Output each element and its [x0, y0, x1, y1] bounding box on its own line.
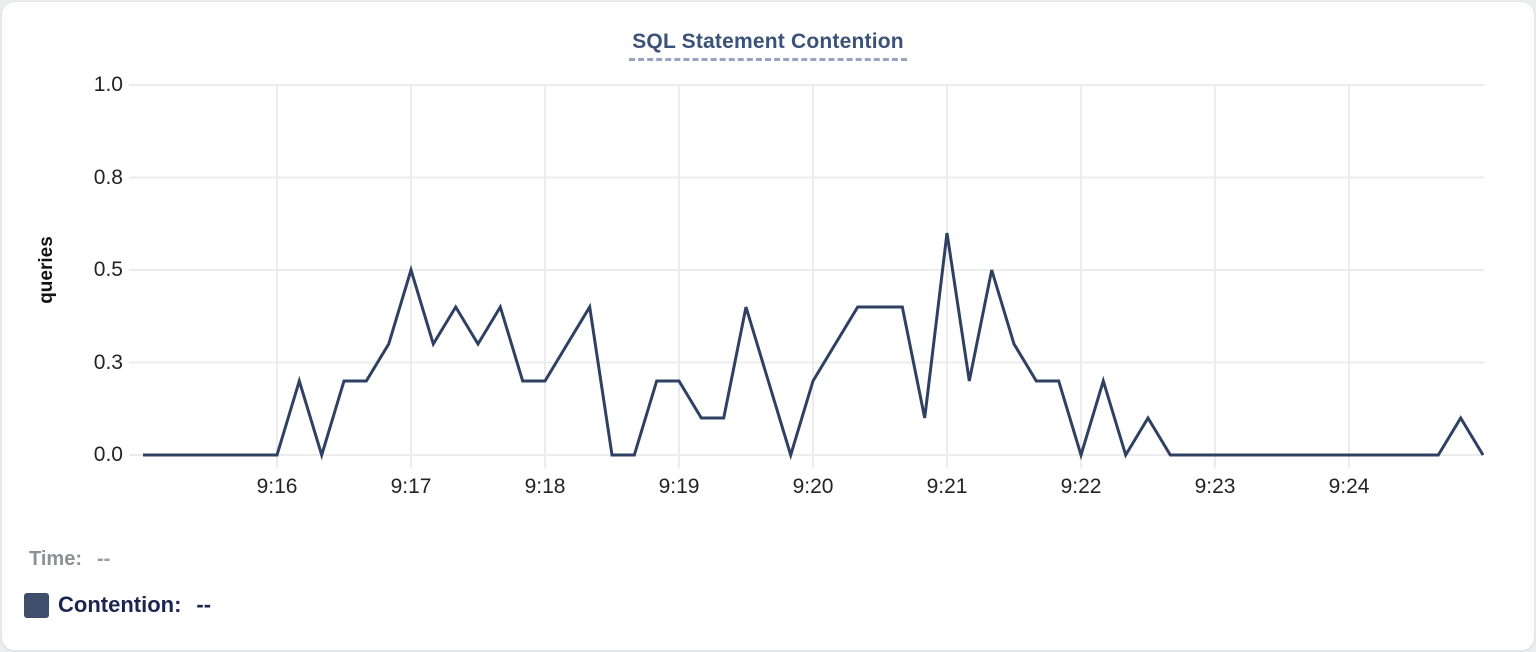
contention-series-swatch — [24, 592, 49, 618]
legend-time-row: Time: -- — [29, 546, 211, 572]
chart-legend: Time: -- Contention: -- — [24, 546, 211, 618]
panel-header: SQL Statement Contention — [2, 30, 1534, 61]
y-axis-tick-label: 0.8 — [93, 165, 123, 189]
x-axis-tick-label: 9:16 — [256, 475, 298, 498]
contention-line — [143, 232, 1485, 461]
panel-title[interactable]: SQL Statement Contention — [629, 30, 907, 61]
x-axis-tick-label: 9:18 — [524, 475, 566, 498]
x-axis-tick-label: 9:17 — [390, 475, 432, 498]
y-axis-tick-label: 0.3 — [93, 350, 123, 374]
x-axis-tick-label: 9:21 — [926, 475, 968, 498]
y-axis-tick-label: 0.5 — [93, 258, 123, 281]
x-axis-tick-label: 9:23 — [1194, 475, 1236, 498]
x-axis-tick-label: 9:24 — [1328, 475, 1370, 498]
x-axis-tick-label: 9:20 — [792, 475, 834, 498]
x-axis-tick-label: 9:19 — [658, 475, 700, 498]
y-axis-tick-label: 1.0 — [93, 73, 123, 96]
legend-contention-label: Contention: — [58, 592, 182, 617]
legend-contention-value: -- — [196, 592, 212, 617]
x-axis-tick-label: 9:22 — [1060, 475, 1102, 498]
y-axis-tick-label: 0.0 — [93, 443, 123, 466]
legend-time-value: -- — [96, 547, 111, 570]
legend-contention-row: Contention: -- — [24, 592, 211, 618]
legend-time-label: Time: — [29, 547, 82, 570]
